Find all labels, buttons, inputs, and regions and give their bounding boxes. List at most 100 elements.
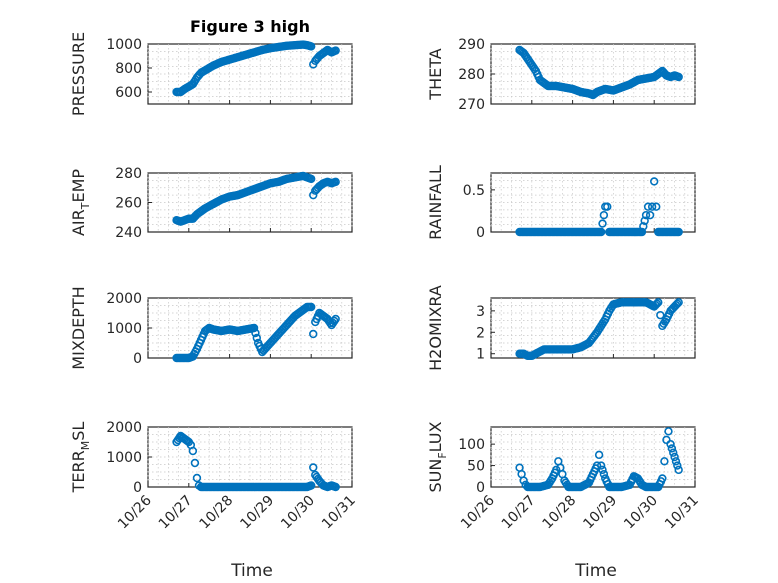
y-tick-label: 0 [133,480,142,496]
data-point [647,202,657,211]
y-tick-label: 2000 [106,420,142,436]
y-axis-label: PRESSURE [69,32,88,116]
data-point [645,210,655,220]
x-tick-label: 10/28 [540,493,580,533]
data-point [673,299,682,308]
data-point [674,465,683,475]
x-tick-label: 10/27 [156,493,196,533]
y-axis-label: SUNFLUX [426,421,449,492]
y-tick-label: 1000 [106,450,142,466]
data-point [249,323,259,333]
data-point [674,72,683,82]
y-tick-label: 240 [115,225,142,241]
x-axis-label-left: Time [230,561,273,581]
data-point [640,216,649,225]
y-tick-label: 2 [476,325,485,341]
data-point [188,446,198,456]
panel-4: 0 0.5 RAINFALL [426,165,696,241]
x-tick-label: 10/26 [458,492,498,532]
panel-3: 240 260 280 AIRTEMP [69,166,353,241]
y-axis-label: RAINFALL [426,165,445,240]
data-point [592,461,602,470]
x-tick-label: 10/31 [662,493,702,533]
panel-7: 0 1000 2000 10/26 10/27 10/28 10/29 10/30 10/31 T… [69,420,359,532]
y-tick-label: 1000 [106,321,142,337]
data-point [652,202,661,211]
data-point [637,227,647,237]
data-point [654,298,663,307]
data-point [669,448,678,457]
data-point [598,219,607,228]
panel-5: 0 1000 2000 MIXDEPTH [69,286,353,370]
data-point [603,202,612,211]
x-tick-label: 10/28 [197,493,237,533]
panel-2: 270 280 290 THETA [426,37,696,113]
data-point [599,469,609,479]
y-tick-label: 280 [115,166,142,182]
data-point [331,177,340,187]
data-point [652,299,662,308]
data-point [670,452,679,462]
data-point [594,450,604,460]
data-point [331,46,340,55]
x-tick-label: 10/27 [499,493,539,533]
data-point [641,210,651,220]
y-tick-label: 0.5 [463,183,485,199]
data-point [307,174,316,184]
data-point [660,457,669,466]
data-point [192,473,202,483]
data-point [596,227,606,237]
data-point [331,482,340,492]
data-point [307,302,316,312]
subplot-grid: 600 800 1000 PRESSURE Figure 3 high 270 280 290… [69,17,702,532]
panel-6: 1 2 3 H2OMIXRA [426,285,696,371]
x-tick-label: 10/29 [580,493,620,533]
y-axis-label: THETA [426,48,445,100]
data-point [307,42,316,51]
chart-title: Figure 3 high [190,17,310,36]
panel-8: 0 50 100 10/26 10/27 10/28 10/29 10/30 10/31 SUNF… [426,421,702,532]
data-point [552,465,561,475]
data-point [667,444,677,453]
data-point [656,310,665,320]
y-tick-label: 50 [467,459,485,475]
data-point [519,476,528,485]
data-point [596,461,606,470]
data-point [674,227,683,237]
axes-box [490,297,696,359]
data-point [598,465,607,475]
data-point [599,210,609,220]
data-point [309,329,318,339]
y-tick-label: 3 [476,304,485,320]
x-tick-label: 10/26 [115,492,155,532]
panel-1: 600 800 1000 PRESSURE Figure 3 high [69,17,353,116]
data-point [671,457,681,466]
y-tick-label: 280 [458,67,485,83]
data-point [643,202,653,211]
data-point [251,328,260,338]
x-tick-label: 10/30 [278,493,318,533]
x-tick-label: 10/31 [319,493,359,533]
y-tick-label: 260 [115,196,142,212]
y-axis-label: AIRTEMP [69,169,92,236]
data-point [331,314,340,324]
y-axis-label: H2OMIXRA [426,285,445,371]
data-point [639,222,648,231]
x-tick-label: 10/30 [621,493,661,533]
data-point [252,333,261,343]
y-tick-label: 1000 [106,37,142,53]
y-axis-label: TERRMSL [69,422,92,494]
data-point [649,177,659,186]
y-tick-label: 0 [133,351,142,367]
x-tick-label: 10/29 [237,493,277,533]
y-tick-label: 270 [458,97,485,113]
x-axis-label-right: Time [574,561,617,581]
y-tick-label: 800 [115,61,142,77]
y-tick-label: 0 [476,225,485,241]
y-tick-label: 2000 [106,291,142,307]
y-tick-label: 600 [115,85,142,101]
y-tick-label: 290 [458,37,485,53]
data-point [666,439,675,449]
data-point [307,481,316,490]
